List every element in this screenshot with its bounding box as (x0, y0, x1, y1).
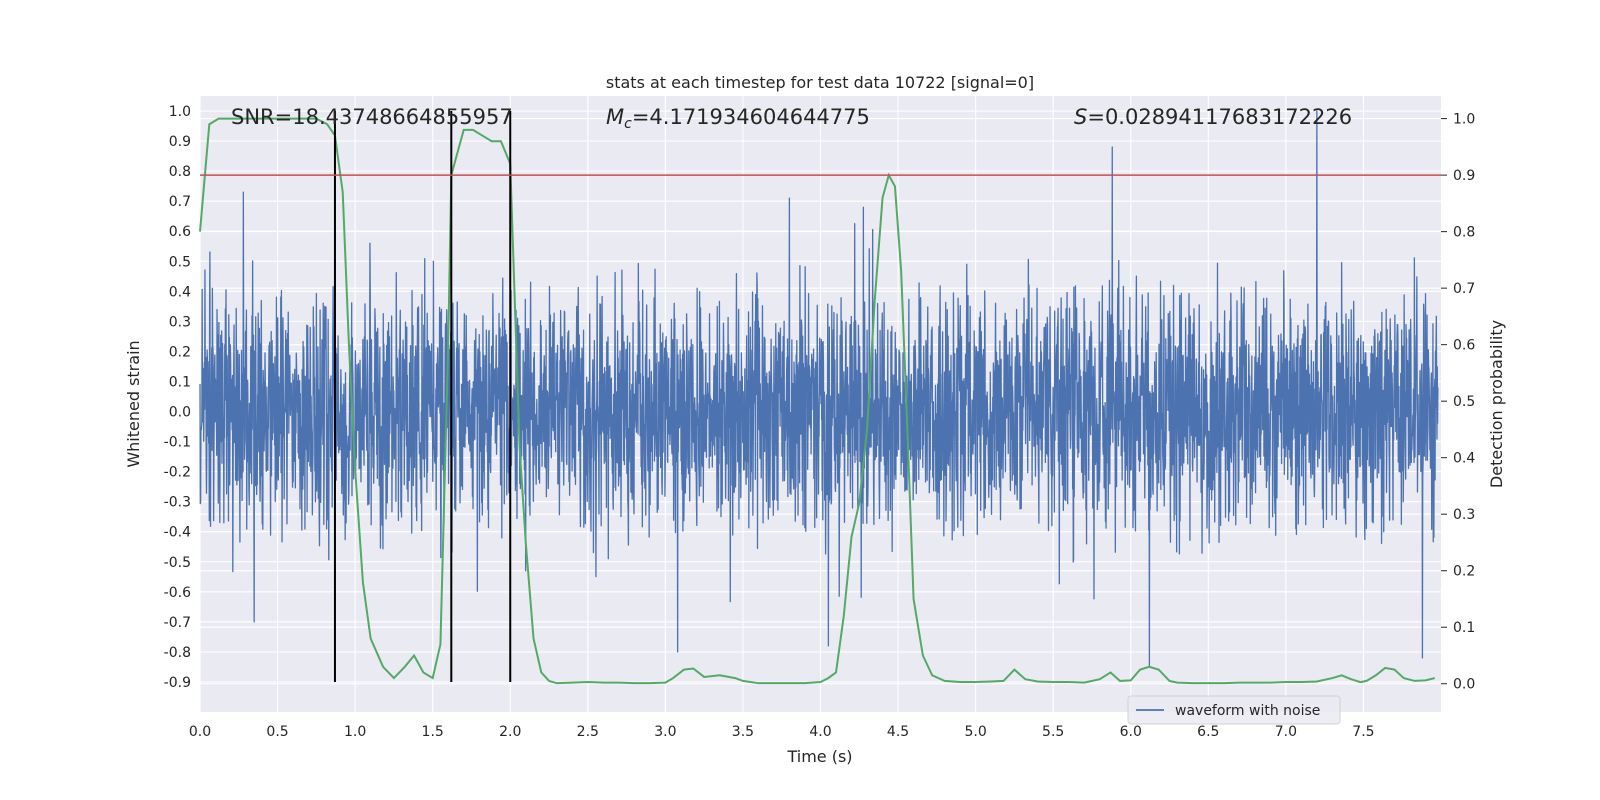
s-annotation: S=0.02894117683172226 (1074, 105, 1352, 129)
y-left-tick-label: 0.6 (169, 224, 191, 240)
s-value: =0.02894117683172226 (1087, 105, 1352, 129)
x-tick-label: 2.5 (577, 724, 599, 740)
mc-subscript: c (624, 116, 632, 132)
x-tick-label: 1.5 (422, 724, 444, 740)
x-tick-label: 4.0 (809, 724, 831, 740)
x-axis-ticks: 0.0 0.5 1.0 1.5 2.0 2.5 3.0 3.5 4.0 4.5 5.0 5.5 6.0 6… (189, 724, 1375, 740)
x-tick-label: 5.5 (1042, 724, 1064, 740)
x-tick-label: 7.5 (1352, 724, 1374, 740)
y-left-tick-label: 1.0 (169, 104, 191, 120)
y-right-tick-label: 0.4 (1453, 451, 1475, 467)
y-right-tick-label: 0.5 (1453, 394, 1475, 410)
y-left-axis-ticks: 1.0 0.9 0.8 0.7 0.6 0.5 0.4 0.3 0.2 0.1 0.0 -0.1 -0.… (164, 104, 191, 691)
waveform-line (199, 110, 1439, 668)
y-right-tick-label: 0.0 (1453, 677, 1475, 693)
y-left-tick-label: -0.1 (164, 435, 191, 451)
probability-line (199, 117, 1436, 685)
y-left-tick-label: -0.6 (164, 585, 191, 601)
y-left-tick-label: -0.5 (164, 555, 191, 571)
chirp-mass-annotation: Mc=4.171934604644775 (606, 105, 870, 132)
legend-box (1127, 695, 1341, 725)
y-left-tick-label: 0.8 (169, 164, 191, 180)
x-tick-label: 3.0 (654, 724, 676, 740)
y-right-tick-label: 0.8 (1453, 225, 1475, 241)
y-left-tick-label: -0.9 (164, 675, 191, 691)
x-tick-label: 0.0 (189, 724, 211, 740)
y-right-tick-label: 0.1 (1453, 620, 1475, 636)
x-tick-label: 5.0 (964, 724, 986, 740)
y-left-tick-label: 0.9 (169, 134, 191, 150)
y-left-tick-label: 0.7 (169, 194, 191, 210)
legend: waveform with noise (1127, 695, 1341, 725)
y-left-tick-label: -0.2 (164, 465, 191, 481)
y-left-tick-label: -0.8 (164, 645, 191, 661)
y-left-tick-label: 0.1 (169, 374, 191, 390)
x-tick-label: 6.0 (1120, 724, 1142, 740)
y-right-tick-label: 0.9 (1453, 168, 1475, 184)
y-right-tick-label: 0.3 (1453, 507, 1475, 523)
y-right-tick-label: 0.6 (1453, 338, 1475, 354)
y-left-tick-label: -0.7 (164, 615, 191, 631)
y-left-axis-label: Whitened strain (124, 340, 143, 467)
x-axis-label: Time (s) (786, 747, 852, 766)
mc-symbol: M (606, 105, 624, 129)
vertical-markers (333, 111, 512, 682)
y-right-axis-label: Detection probability (1487, 320, 1506, 488)
plot-area (199, 96, 1441, 712)
y-right-axis-ticks: 1.0 0.9 0.8 0.7 0.6 0.5 0.4 0.3 0.2 0.1 0.0 (1441, 112, 1475, 693)
y-right-tick-label: 1.0 (1453, 112, 1475, 128)
x-tick-label: 3.5 (732, 724, 754, 740)
x-tick-label: 6.5 (1197, 724, 1219, 740)
y-left-tick-label: 0.3 (169, 314, 191, 330)
y-left-tick-label: -0.3 (164, 495, 191, 511)
legend-label: waveform with noise (1175, 703, 1320, 719)
y-left-tick-label: 0.5 (169, 254, 191, 270)
y-left-tick-label: 0.4 (169, 284, 191, 300)
y-left-tick-label: 0.2 (169, 344, 191, 360)
probability-series (199, 117, 1436, 685)
s-symbol: S (1074, 105, 1087, 129)
x-tick-label: 7.0 (1275, 724, 1297, 740)
x-tick-label: 2.0 (499, 724, 521, 740)
y-left-tick-label: 0.0 (169, 405, 191, 421)
x-tick-label: 1.0 (344, 724, 366, 740)
y-right-tick-label: 0.2 (1453, 564, 1475, 580)
chart-title: stats at each timestep for test data 107… (606, 73, 1034, 92)
x-tick-label: 0.5 (266, 724, 288, 740)
mc-value: =4.171934604644775 (632, 105, 870, 129)
x-tick-label: 4.5 (887, 724, 909, 740)
snr-annotation: SNR=18.43748664855957 (231, 105, 513, 129)
waveform-series (199, 110, 1439, 668)
y-right-tick-label: 0.7 (1453, 281, 1475, 297)
y-left-tick-label: -0.4 (164, 525, 191, 541)
